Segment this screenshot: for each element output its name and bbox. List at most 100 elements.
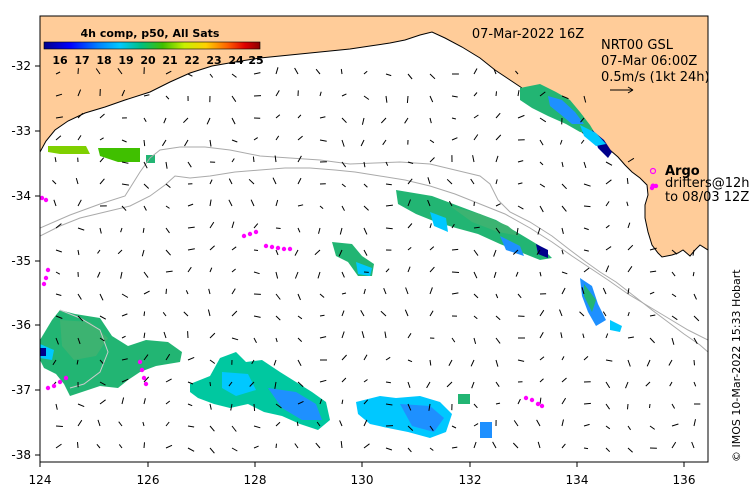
current-vector bbox=[97, 249, 101, 254]
current-vector bbox=[671, 293, 677, 298]
current-vector bbox=[515, 271, 519, 277]
current-vector bbox=[429, 287, 433, 295]
current-vector bbox=[407, 199, 411, 207]
current-vector bbox=[187, 161, 192, 168]
current-vector bbox=[77, 403, 85, 408]
current-vector bbox=[120, 271, 123, 279]
current-vector bbox=[273, 359, 277, 366]
current-vector bbox=[495, 179, 498, 185]
colorbar-tick: 22 bbox=[184, 54, 199, 67]
current-legend-line: 07-Mar 06:00Z bbox=[601, 54, 697, 69]
current-vector bbox=[473, 403, 478, 409]
current-vector bbox=[649, 314, 656, 317]
current-vector bbox=[583, 249, 589, 252]
current-vector bbox=[605, 246, 612, 251]
current-vector bbox=[143, 139, 146, 147]
current-vector bbox=[385, 73, 392, 77]
current-vector bbox=[248, 178, 255, 185]
current-vector bbox=[165, 183, 171, 188]
current-vector bbox=[253, 337, 257, 344]
current-vector bbox=[363, 227, 368, 235]
current-vector bbox=[99, 293, 104, 301]
current-vector bbox=[187, 381, 194, 385]
argo-track-point bbox=[539, 403, 545, 409]
current-vector bbox=[118, 444, 123, 449]
current-vector bbox=[275, 249, 279, 256]
colorbar-tick: 21 bbox=[162, 54, 177, 67]
current-vector bbox=[385, 204, 393, 207]
current-vector bbox=[294, 271, 299, 279]
current-vector bbox=[143, 271, 149, 278]
current-vector bbox=[228, 178, 233, 185]
current-vector bbox=[407, 73, 413, 80]
current-vector bbox=[363, 70, 368, 75]
current-vector bbox=[645, 381, 651, 387]
current-vector bbox=[539, 332, 544, 339]
current-vector bbox=[253, 271, 260, 275]
current-vector bbox=[55, 443, 62, 449]
current-vector bbox=[275, 337, 278, 343]
current-vector bbox=[493, 271, 497, 278]
argo-track-point bbox=[141, 375, 147, 381]
current-vector bbox=[605, 179, 612, 185]
y-tick-label: -35 bbox=[11, 254, 31, 268]
current-legend-arrowhead bbox=[627, 86, 634, 94]
current-vector bbox=[429, 95, 434, 103]
x-tick-label: 136 bbox=[673, 473, 696, 487]
current-vector bbox=[231, 268, 236, 273]
argo-track-point bbox=[45, 267, 51, 273]
current-vector bbox=[165, 227, 170, 234]
colorbar-tick: 25 bbox=[248, 54, 263, 67]
current-vector bbox=[319, 91, 322, 97]
current-vector bbox=[275, 421, 281, 427]
current-vector bbox=[539, 309, 545, 317]
current-vector bbox=[560, 332, 563, 339]
current-vector bbox=[55, 425, 63, 427]
current-vector bbox=[77, 135, 82, 141]
current-vector bbox=[539, 91, 546, 97]
current-vector bbox=[407, 425, 414, 431]
current-vector bbox=[142, 421, 145, 427]
current-vector bbox=[165, 70, 172, 75]
current-vector bbox=[407, 403, 412, 411]
current-vector bbox=[319, 116, 326, 119]
argo-track-point bbox=[137, 359, 143, 365]
current-vector bbox=[429, 447, 434, 451]
current-vector bbox=[517, 398, 521, 405]
current-vector bbox=[451, 223, 455, 229]
bathymetry-contour bbox=[40, 146, 708, 353]
current-vector bbox=[363, 419, 368, 427]
current-vector bbox=[561, 95, 569, 100]
x-tick-label: 134 bbox=[566, 473, 589, 487]
current-vector bbox=[319, 139, 327, 142]
x-axis: 124 126 128 130 132 134 136 bbox=[29, 462, 696, 487]
current-vector bbox=[428, 403, 431, 411]
current-vector bbox=[495, 112, 501, 119]
current-vector bbox=[539, 117, 547, 123]
current-vector bbox=[473, 92, 478, 97]
current-vector bbox=[231, 117, 236, 125]
current-vector bbox=[407, 161, 414, 164]
current-vector bbox=[187, 447, 195, 452]
current-vector bbox=[513, 420, 519, 427]
current-vector bbox=[99, 137, 104, 141]
current-vector bbox=[165, 270, 173, 273]
current-vector bbox=[187, 226, 195, 229]
current-vector bbox=[495, 381, 500, 387]
current-vector bbox=[360, 139, 365, 147]
current-vector bbox=[319, 336, 327, 339]
current-vector bbox=[165, 95, 170, 100]
argo-track-point bbox=[275, 245, 281, 251]
current-vector bbox=[253, 249, 259, 251]
current-vector bbox=[209, 403, 212, 410]
current-vector bbox=[231, 310, 238, 317]
current-vector bbox=[253, 315, 261, 318]
current-vector bbox=[249, 381, 255, 387]
current-vector bbox=[206, 117, 211, 125]
current-vector bbox=[363, 399, 369, 405]
current-vector bbox=[602, 287, 607, 295]
current-vector bbox=[559, 309, 563, 317]
current-vector bbox=[53, 199, 57, 207]
current-vector bbox=[407, 223, 413, 229]
